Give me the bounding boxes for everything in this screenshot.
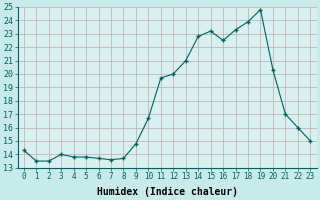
- X-axis label: Humidex (Indice chaleur): Humidex (Indice chaleur): [97, 186, 237, 197]
